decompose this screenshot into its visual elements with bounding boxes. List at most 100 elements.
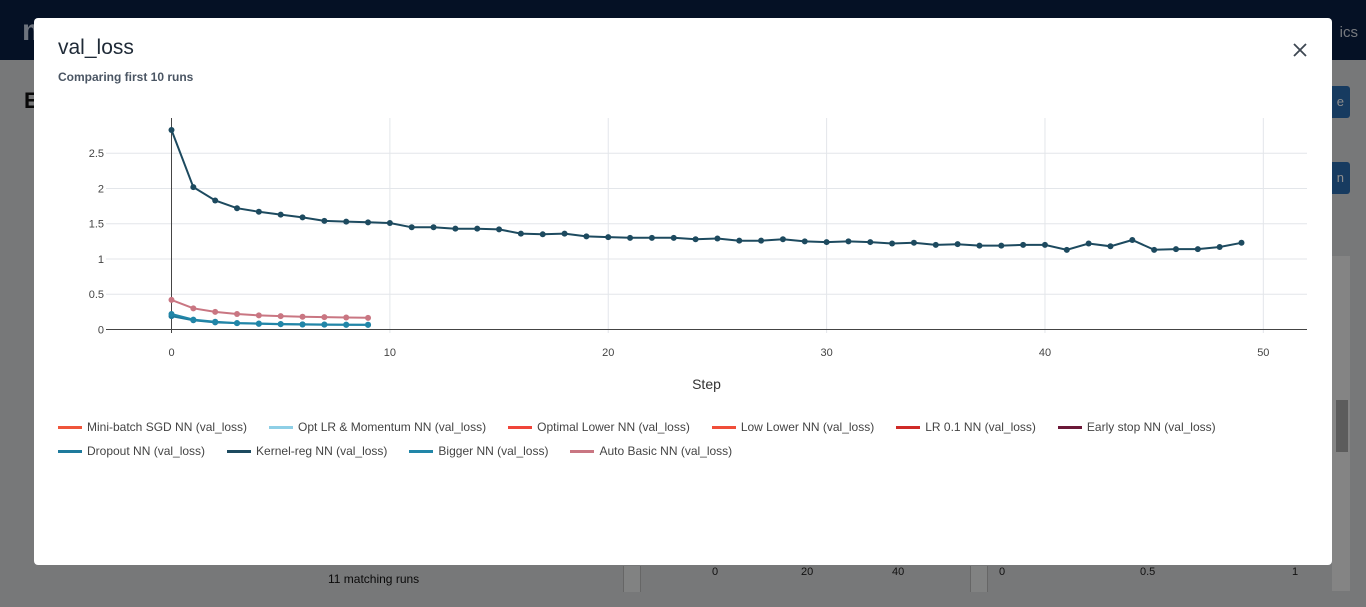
data-point (234, 320, 241, 327)
data-point (736, 237, 743, 244)
data-point (321, 321, 328, 328)
legend-item[interactable]: Dropout NN (val_loss) (58, 444, 205, 458)
legend-item[interactable]: Kernel-reg NN (val_loss) (227, 444, 387, 458)
x-tick-label: 50 (1257, 347, 1269, 359)
data-point (714, 235, 721, 242)
legend-swatch (269, 425, 294, 429)
chart-legend: Mini-batch SGD NN (val_loss) Opt LR & Mom… (58, 415, 1308, 463)
modal-subtitle: Comparing first 10 runs (58, 70, 194, 84)
data-point (496, 226, 503, 233)
y-tick-label: 0 (98, 324, 104, 336)
legend-label: LR 0.1 NN (val_loss) (925, 420, 1036, 434)
series-line (170, 129, 1242, 251)
legend-swatch (570, 449, 595, 453)
x-tick-label: 0 (168, 347, 174, 359)
legend-label: Mini-batch SGD NN (val_loss) (87, 420, 248, 434)
x-tick-label: 20 (602, 347, 614, 359)
legend-item[interactable]: Low Lower NN (val_loss) (711, 420, 875, 434)
legend-swatch (711, 425, 736, 429)
data-point (583, 233, 590, 240)
legend-swatch (1057, 425, 1082, 429)
bg-axis-tick: 20 (801, 566, 814, 578)
legend-row: Dropout NN (val_loss) Kernel-reg NN (val_… (58, 439, 1308, 463)
bg-axis-tick: 1 (1292, 566, 1299, 578)
data-point (976, 242, 983, 249)
data-point (648, 234, 655, 241)
bg-panel-divider (970, 566, 988, 592)
legend-item[interactable]: LR 0.1 NN (val_loss) (896, 420, 1036, 434)
close-button[interactable] (1288, 38, 1312, 62)
y-tick-label: 1 (98, 254, 104, 266)
nav-link-fragment[interactable]: ics (1339, 24, 1358, 41)
data-point (343, 314, 350, 321)
x-tick-label: 30 (820, 347, 832, 359)
data-point (343, 321, 350, 328)
data-point (627, 234, 634, 241)
data-point (1063, 246, 1070, 253)
legend-swatch (58, 449, 82, 453)
y-tick-label: 2.5 (89, 148, 104, 160)
data-point (321, 314, 328, 321)
legend-label: Low Lower NN (val_loss) (740, 420, 875, 434)
y-tick-label: 0.5 (89, 289, 104, 301)
val-loss-chart[interactable]: 0 10 20 30 40 50 0 0.5 1 1.5 2 2.5 Step (34, 108, 1332, 408)
data-point (932, 241, 939, 248)
data-point (212, 318, 219, 325)
data-point (692, 236, 699, 243)
data-point (190, 184, 197, 191)
data-point (277, 313, 284, 320)
legend-item[interactable]: Auto Basic NN (val_loss) (570, 444, 732, 458)
data-point (299, 214, 306, 221)
bg-scrollbar-thumb[interactable] (1336, 400, 1348, 452)
data-point (168, 126, 175, 133)
data-point (998, 242, 1005, 249)
data-point (168, 310, 175, 317)
legend-label: Kernel-reg NN (val_loss) (256, 444, 388, 458)
data-point (1107, 243, 1114, 250)
data-point (474, 225, 481, 232)
data-point (910, 239, 917, 246)
legend-label: Opt LR & Momentum NN (val_loss) (298, 420, 487, 434)
legend-item[interactable]: Opt LR & Momentum NN (val_loss) (269, 420, 486, 434)
data-point (190, 316, 197, 323)
data-point (1129, 236, 1136, 243)
legend-label: Dropout NN (val_loss) (87, 444, 206, 458)
legend-item[interactable]: Early stop NN (val_loss) (1057, 420, 1216, 434)
data-point (539, 231, 546, 238)
legend-label: Early stop NN (val_loss) (1086, 420, 1216, 434)
data-point (954, 241, 961, 248)
data-point (343, 218, 350, 225)
data-point (234, 205, 241, 212)
data-point (1041, 241, 1048, 248)
modal-title: val_loss (58, 36, 134, 59)
legend-item[interactable]: Optimal Lower NN (val_loss) (508, 420, 690, 434)
data-point (823, 239, 830, 246)
data-point (1151, 246, 1158, 253)
series-line (171, 313, 369, 326)
close-icon (1293, 43, 1307, 57)
data-point (299, 321, 306, 328)
data-point (1194, 246, 1201, 253)
data-point (758, 237, 765, 244)
data-point (386, 220, 393, 227)
legend-item[interactable]: Bigger NN (val_loss) (409, 444, 548, 458)
legend-swatch (409, 449, 434, 453)
chart-modal: val_loss Comparing first 10 runs 0 10 20 30… (34, 18, 1332, 565)
data-point (408, 224, 415, 231)
legend-swatch (508, 425, 533, 429)
bg-axis-tick: 0.5 (1140, 566, 1156, 578)
data-point (168, 296, 175, 303)
legend-item[interactable]: Mini-batch SGD NN (val_loss) (58, 420, 247, 434)
data-point (255, 208, 262, 215)
x-tick-label: 10 (384, 347, 396, 359)
data-point (365, 321, 372, 328)
data-point (517, 230, 524, 237)
legend-label: Bigger NN (val_loss) (438, 444, 549, 458)
legend-label: Optimal Lower NN (val_loss) (537, 420, 690, 434)
data-point (845, 238, 852, 245)
data-point (277, 211, 284, 218)
data-point (801, 238, 808, 245)
data-point (867, 239, 874, 246)
data-point (190, 305, 197, 312)
data-point (605, 234, 612, 241)
